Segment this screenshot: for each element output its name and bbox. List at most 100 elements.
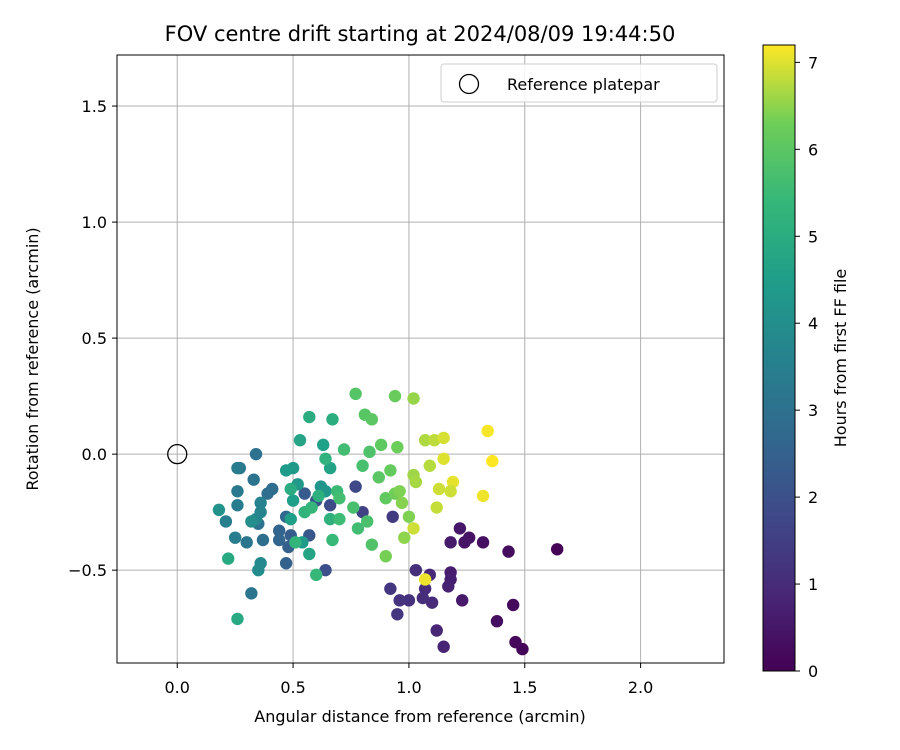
legend: Reference platepar bbox=[440, 63, 718, 103]
data-point bbox=[437, 431, 450, 445]
scatter-points bbox=[212, 387, 564, 656]
data-point bbox=[379, 550, 392, 563]
x-tick-label: 0.0 bbox=[165, 678, 190, 697]
data-point bbox=[323, 498, 337, 512]
data-point bbox=[446, 475, 460, 489]
data-point bbox=[279, 464, 293, 477]
data-point bbox=[502, 545, 515, 558]
data-point bbox=[312, 489, 325, 503]
data-point bbox=[393, 594, 406, 607]
data-point bbox=[303, 547, 316, 561]
colorbar-gradient bbox=[762, 44, 796, 672]
data-point bbox=[402, 510, 416, 524]
data-point bbox=[316, 438, 330, 452]
data-point bbox=[428, 434, 441, 447]
data-point bbox=[509, 635, 522, 649]
data-point bbox=[319, 452, 332, 465]
colorbar-tick-label: 6 bbox=[808, 140, 818, 159]
data-point bbox=[432, 482, 446, 496]
data-point bbox=[393, 485, 406, 498]
data-point bbox=[444, 536, 457, 549]
data-point bbox=[481, 424, 494, 438]
data-point bbox=[430, 624, 443, 637]
y-tick-label: 1.5 bbox=[82, 97, 107, 116]
data-point bbox=[333, 512, 346, 526]
data-point bbox=[247, 473, 260, 486]
data-point bbox=[249, 447, 263, 461]
data-point bbox=[240, 536, 253, 549]
data-point bbox=[219, 515, 233, 528]
data-point bbox=[416, 591, 430, 605]
data-point bbox=[418, 434, 432, 447]
data-point bbox=[409, 475, 423, 489]
y-axis-ticks: −0.5 0.0 0.5 1.0 1.5 bbox=[68, 97, 117, 580]
x-tick-label: 1.0 bbox=[396, 678, 421, 697]
data-point bbox=[384, 464, 397, 477]
legend-reference-marker bbox=[458, 73, 480, 95]
data-point bbox=[284, 482, 297, 496]
colorbar-tick-label: 3 bbox=[808, 401, 818, 420]
data-point bbox=[395, 496, 409, 510]
data-point bbox=[365, 413, 379, 426]
data-point bbox=[284, 512, 297, 526]
data-point bbox=[337, 443, 351, 456]
data-point bbox=[356, 505, 369, 519]
data-point bbox=[252, 563, 265, 577]
colorbar-tick-label: 1 bbox=[808, 575, 818, 594]
data-point bbox=[254, 496, 267, 510]
colorbar-tick-label: 7 bbox=[808, 53, 818, 72]
data-point bbox=[444, 485, 457, 498]
data-point bbox=[272, 533, 286, 547]
reference-platepar-marker bbox=[167, 443, 188, 465]
data-point bbox=[490, 615, 504, 628]
data-point bbox=[418, 582, 432, 595]
data-point bbox=[374, 438, 388, 452]
colorbar-tick-label: 4 bbox=[808, 314, 818, 333]
data-point bbox=[289, 536, 302, 549]
data-point bbox=[231, 461, 244, 475]
data-point bbox=[228, 531, 242, 544]
data-point bbox=[286, 494, 300, 507]
data-point bbox=[418, 573, 432, 586]
data-point bbox=[453, 522, 467, 535]
colorbar-tick-label: 5 bbox=[808, 227, 818, 246]
reference-marker-layer bbox=[167, 443, 188, 465]
data-point bbox=[245, 515, 258, 528]
data-point bbox=[303, 410, 316, 424]
y-tick-label: −0.5 bbox=[68, 561, 107, 580]
data-point bbox=[430, 501, 443, 514]
legend-box bbox=[440, 63, 718, 103]
data-point bbox=[384, 582, 397, 595]
data-point bbox=[222, 552, 235, 565]
data-point bbox=[272, 524, 286, 537]
data-point bbox=[349, 480, 362, 493]
data-point bbox=[386, 510, 399, 524]
data-point bbox=[319, 563, 332, 577]
data-point bbox=[231, 485, 244, 498]
plot-frame bbox=[116, 54, 725, 664]
data-point bbox=[388, 389, 402, 403]
data-point bbox=[550, 543, 564, 556]
y-axis-label: Rotation from reference (arcmin) bbox=[23, 227, 42, 490]
data-point bbox=[458, 536, 471, 549]
data-point bbox=[391, 440, 404, 454]
data-point bbox=[425, 596, 439, 609]
data-point bbox=[402, 594, 416, 607]
data-point bbox=[349, 387, 362, 401]
data-point bbox=[351, 522, 365, 535]
colorbar-tick-label: 2 bbox=[808, 488, 818, 507]
data-point bbox=[437, 452, 450, 465]
data-point bbox=[323, 512, 337, 526]
data-point bbox=[423, 459, 436, 472]
x-tick-label: 0.5 bbox=[280, 678, 305, 697]
data-point bbox=[256, 533, 270, 547]
data-point bbox=[372, 471, 385, 484]
x-axis-ticks: 0.0 0.5 1.0 1.5 2.0 bbox=[165, 663, 653, 697]
data-point bbox=[245, 587, 258, 600]
chart-title: FOV centre drift starting at 2024/08/09 … bbox=[165, 22, 676, 46]
data-point bbox=[293, 434, 307, 447]
data-point bbox=[407, 522, 420, 535]
colorbar-ticks: 0 1 2 3 4 5 6 7 bbox=[795, 53, 818, 681]
data-point bbox=[261, 487, 274, 500]
